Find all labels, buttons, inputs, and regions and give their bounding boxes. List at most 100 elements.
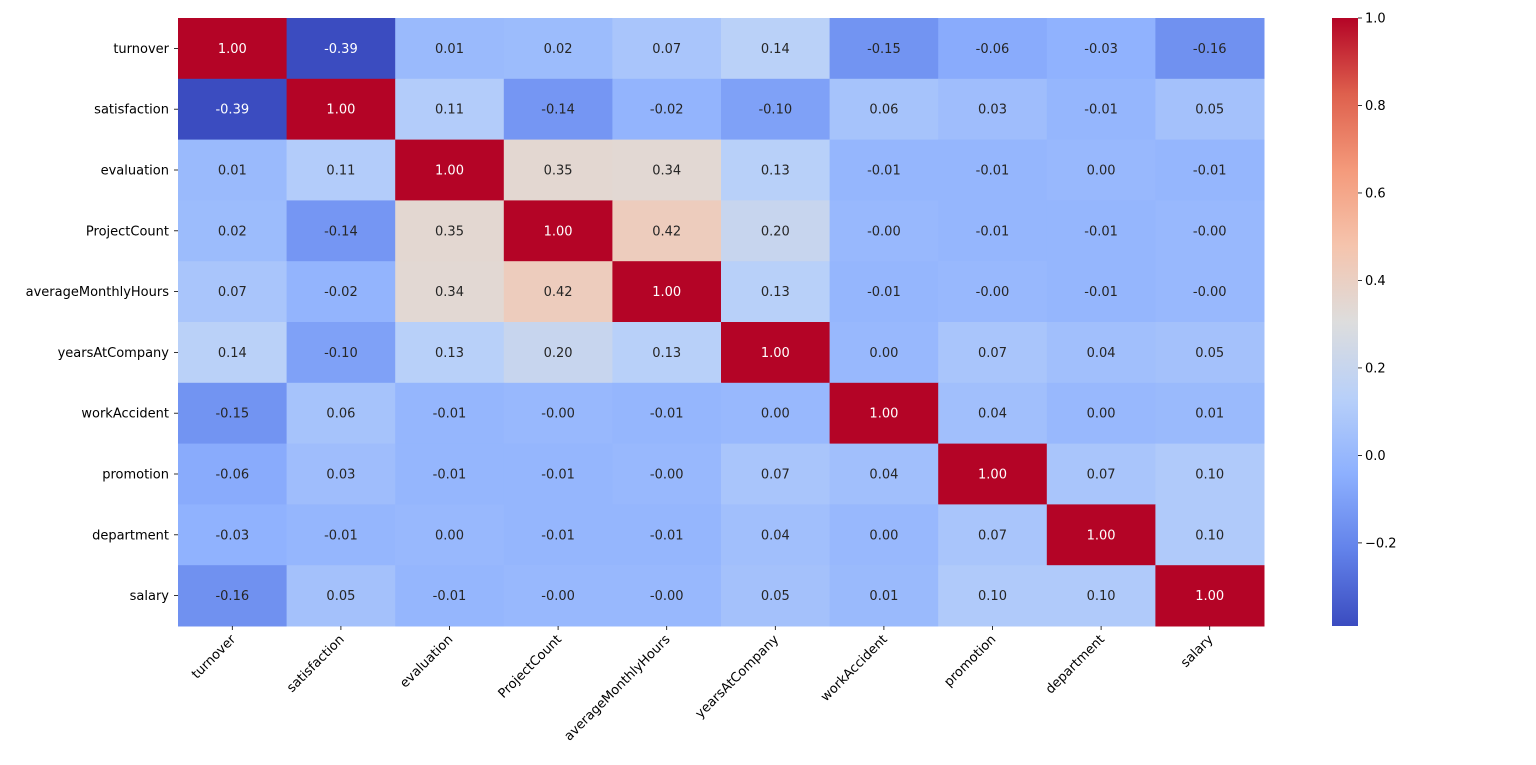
heatmap-cell — [178, 18, 288, 80]
cell-value-label: 0.07 — [978, 528, 1007, 543]
colorbar-tick-label: 0.8 — [1365, 99, 1386, 114]
heatmap-cell — [829, 322, 939, 384]
heatmap-cell — [1046, 565, 1156, 627]
heatmap-cell — [178, 504, 288, 566]
cell-value-label: 0.00 — [1087, 164, 1116, 179]
heatmap-cell — [938, 139, 1048, 201]
cell-value-label: 1.00 — [1195, 589, 1224, 604]
cell-value-label: 0.13 — [652, 346, 681, 361]
heatmap-cell — [1155, 139, 1265, 201]
cell-value-label: 0.05 — [761, 589, 790, 604]
heatmap-cell — [1155, 261, 1265, 323]
cell-annotations: 1.00 -0.39 0.01 0.02 0.07 0.14 -0.15 -0.06 -0.03… — [215, 42, 1226, 604]
cell-value-label: 0.11 — [326, 164, 355, 179]
heatmap-cell — [938, 261, 1048, 323]
heatmap-cell — [829, 139, 939, 201]
colorbar-tick-label: 0.0 — [1365, 449, 1386, 464]
heatmap-cell — [178, 565, 288, 627]
cell-value-label: 1.00 — [761, 346, 790, 361]
heatmap-cell — [612, 382, 722, 445]
x-tick-label: evaluation — [397, 632, 456, 691]
heatmap-cell — [503, 443, 613, 505]
heatmap-cell — [612, 322, 722, 384]
cell-value-label: 1.00 — [1087, 528, 1116, 543]
heatmap-cell — [395, 443, 505, 505]
heatmap-cell — [1155, 18, 1265, 80]
cell-value-label: 0.06 — [326, 407, 355, 422]
colorbar-tick-label: 0.2 — [1365, 361, 1386, 376]
cell-value-label: 0.01 — [435, 42, 464, 57]
heatmap-cell — [1046, 261, 1156, 323]
cell-value-label: -0.01 — [433, 589, 467, 604]
cell-value-label: 0.00 — [761, 407, 790, 422]
cell-value-label: 0.20 — [544, 346, 573, 361]
cell-value-label: 1.00 — [652, 285, 681, 300]
cell-value-label: 0.00 — [869, 346, 898, 361]
heatmap-cell — [178, 78, 288, 141]
cell-value-label: 0.20 — [761, 224, 790, 239]
cell-value-label: -0.01 — [650, 407, 684, 422]
cell-value-label: 0.35 — [544, 164, 573, 179]
colorbar: −0.2 0.0 0.2 0.4 0.6 0.8 1.0 — [1332, 12, 1397, 626]
cell-value-label: -0.15 — [867, 42, 901, 57]
heatmap-cell — [721, 139, 831, 201]
heatmap-cell — [721, 200, 831, 262]
heatmap-cell — [503, 261, 613, 323]
x-tick-label: promotion — [941, 632, 999, 690]
heatmap-cell — [395, 200, 505, 262]
cell-value-label: -0.01 — [1193, 164, 1227, 179]
heatmap-cell — [1155, 565, 1265, 627]
heatmap-cell — [938, 200, 1048, 262]
heatmap-cell — [612, 200, 722, 262]
heatmap-cell — [1155, 382, 1265, 445]
cell-value-label: 0.04 — [1087, 346, 1116, 361]
y-tick-label: averageMonthlyHours — [26, 285, 170, 300]
cell-value-label: -0.15 — [215, 407, 249, 422]
heatmap-cell — [938, 322, 1048, 384]
cell-value-label: -0.01 — [433, 468, 467, 483]
heatmap-cell — [829, 200, 939, 262]
cell-value-label: -0.39 — [324, 42, 358, 57]
cell-value-label: 0.13 — [761, 285, 790, 300]
heatmap-cell — [721, 261, 831, 323]
cell-value-label: -0.14 — [324, 224, 358, 239]
heatmap-cell — [1046, 78, 1156, 141]
heatmap-cell — [1046, 504, 1156, 566]
cell-value-label: -0.16 — [215, 589, 249, 604]
heatmap-cell — [938, 78, 1048, 141]
heatmap-cell — [395, 78, 505, 141]
heatmap-cell — [721, 504, 831, 566]
x-tick-label: turnover — [189, 632, 239, 682]
x-tick-label: workAccident — [818, 632, 891, 705]
cell-value-label: -0.01 — [541, 528, 575, 543]
cell-value-label: 0.34 — [435, 285, 464, 300]
heatmap-cell — [721, 565, 831, 627]
cell-value-label: 0.01 — [1195, 407, 1224, 422]
cell-value-label: 0.07 — [761, 468, 790, 483]
heatmap-cell — [503, 139, 613, 201]
cell-value-label: 0.14 — [218, 346, 247, 361]
cell-value-label: -0.16 — [1193, 42, 1227, 57]
cell-value-label: -0.01 — [324, 528, 358, 543]
heatmap-cell — [503, 504, 613, 566]
heatmap-cell — [286, 78, 396, 141]
heatmap-cell — [938, 443, 1048, 505]
x-tick-label: ProjectCount — [496, 632, 565, 701]
heatmap-cell — [612, 261, 722, 323]
heatmap-cell — [721, 382, 831, 445]
heatmap-cell — [829, 443, 939, 505]
cell-value-label: -0.06 — [976, 42, 1010, 57]
heatmap-cell — [721, 322, 831, 384]
cell-value-label: -0.01 — [867, 164, 901, 179]
cell-value-label: 0.10 — [1195, 528, 1224, 543]
cell-value-label: 0.01 — [218, 164, 247, 179]
heatmap-cell — [721, 78, 831, 141]
cell-value-label: -0.10 — [758, 103, 792, 118]
cell-value-label: -0.14 — [541, 103, 575, 118]
heatmap-cell — [178, 261, 288, 323]
cell-value-label: 1.00 — [435, 164, 464, 179]
heatmap-cell — [1046, 443, 1156, 505]
heatmap-cell — [829, 565, 939, 627]
y-tick-label: salary — [130, 589, 170, 604]
cell-value-label: -0.02 — [650, 103, 684, 118]
